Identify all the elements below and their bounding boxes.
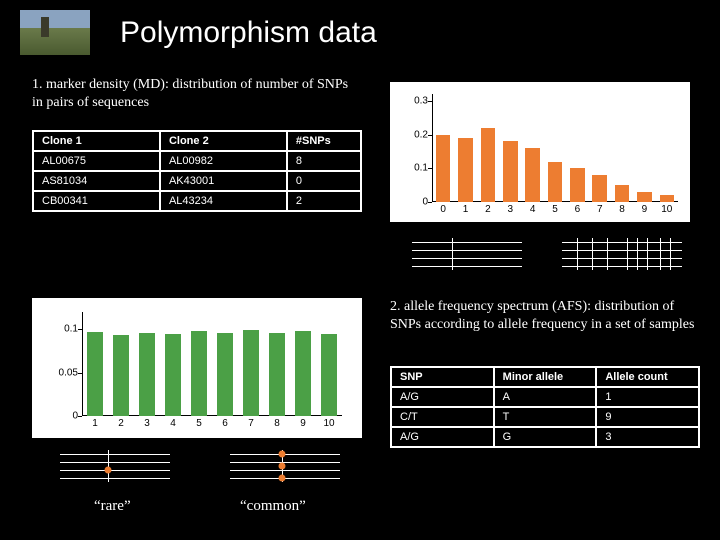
table-row: C/T T 9 <box>391 407 699 427</box>
chart-marker-density: 01234567891000.10.20.3 <box>390 82 690 222</box>
cell: AL43234 <box>160 191 287 211</box>
x-tick-label: 9 <box>300 416 306 429</box>
cell: C/T <box>391 407 494 427</box>
header-thumbnail <box>20 10 90 55</box>
cell: 8 <box>287 151 361 171</box>
table-snps: SNP Minor allele Allele count A/G A 1 C/… <box>390 366 700 448</box>
chart-allele-frequency: 1234567891000.050.1 <box>32 298 362 438</box>
col-header: Minor allele <box>494 367 597 387</box>
cell: CB00341 <box>33 191 160 211</box>
snp-dot-icon <box>279 451 286 458</box>
chart-bar <box>570 168 585 202</box>
x-tick-label: 5 <box>196 416 202 429</box>
section1-text: 1. marker density (MD): distribution of … <box>32 76 352 111</box>
cell: AL00675 <box>33 151 160 171</box>
col-header: Allele count <box>596 367 699 387</box>
label-rare: “rare” <box>94 498 131 515</box>
table-row: A/G A 1 <box>391 387 699 407</box>
x-tick-label: 7 <box>597 202 603 215</box>
cell: AK43001 <box>160 171 287 191</box>
chart-bar <box>269 333 286 416</box>
x-tick-label: 0 <box>440 202 446 215</box>
chart-bar <box>481 128 496 202</box>
col-header: SNP <box>391 367 494 387</box>
chart-bar <box>295 331 312 416</box>
chart-bar <box>165 334 182 416</box>
chart-bar <box>243 330 260 416</box>
x-tick-label: 1 <box>463 202 469 215</box>
x-tick-label: 4 <box>170 416 176 429</box>
chart-bar <box>139 333 156 416</box>
chart-bar <box>321 334 338 416</box>
cell: AS81034 <box>33 171 160 191</box>
x-tick-label: 6 <box>222 416 228 429</box>
chart-bar <box>525 148 540 202</box>
x-tick-label: 6 <box>575 202 581 215</box>
chart-bar <box>615 185 630 202</box>
x-tick-label: 5 <box>552 202 558 215</box>
header: Polymorphism data <box>0 0 720 59</box>
x-tick-label: 10 <box>323 416 334 429</box>
chart-bar <box>191 331 208 416</box>
col-header: #SNPs <box>287 131 361 151</box>
cell: T <box>494 407 597 427</box>
snp-dot-icon <box>105 467 112 474</box>
cell: 3 <box>596 427 699 447</box>
cell: 2 <box>287 191 361 211</box>
table-row: CB00341 AL43234 2 <box>33 191 361 211</box>
col-header: Clone 2 <box>160 131 287 151</box>
chart-bar <box>660 195 675 202</box>
x-tick-label: 8 <box>274 416 280 429</box>
x-tick-label: 8 <box>619 202 625 215</box>
chart-bar <box>113 335 130 416</box>
x-tick-label: 4 <box>530 202 536 215</box>
chart-bar <box>217 333 234 416</box>
cell: AL00982 <box>160 151 287 171</box>
snp-dot-icon <box>279 463 286 470</box>
x-tick-label: 3 <box>144 416 150 429</box>
table-row: AL00675 AL00982 8 <box>33 151 361 171</box>
page-title: Polymorphism data <box>120 16 377 50</box>
col-header: Clone 1 <box>33 131 160 151</box>
x-tick-label: 2 <box>485 202 491 215</box>
cell: 0 <box>287 171 361 191</box>
x-tick-label: 7 <box>248 416 254 429</box>
cell: A/G <box>391 387 494 407</box>
chart-bar <box>436 135 451 203</box>
cell: 1 <box>596 387 699 407</box>
cell: A/G <box>391 427 494 447</box>
chart-bar <box>87 332 104 416</box>
diagram-rare-common <box>60 448 360 498</box>
table-row: A/G G 3 <box>391 427 699 447</box>
section2-text: 2. allele frequency spectrum (AFS): dist… <box>390 298 700 333</box>
x-tick-label: 3 <box>507 202 513 215</box>
chart-bar <box>548 162 563 203</box>
chart-bar <box>503 141 518 202</box>
label-common: “common” <box>240 498 306 515</box>
x-tick-label: 1 <box>92 416 98 429</box>
cell: 9 <box>596 407 699 427</box>
chart-bar <box>637 192 652 202</box>
snp-dot-icon <box>279 475 286 482</box>
x-tick-label: 10 <box>661 202 672 215</box>
chart-bar <box>458 138 473 202</box>
x-tick-label: 2 <box>118 416 124 429</box>
cell: G <box>494 427 597 447</box>
table-clones: Clone 1 Clone 2 #SNPs AL00675 AL00982 8 … <box>32 130 362 212</box>
cell: A <box>494 387 597 407</box>
x-tick-label: 9 <box>642 202 648 215</box>
chart-bar <box>592 175 607 202</box>
diagram-sequence-pairs <box>412 234 682 284</box>
table-row: AS81034 AK43001 0 <box>33 171 361 191</box>
